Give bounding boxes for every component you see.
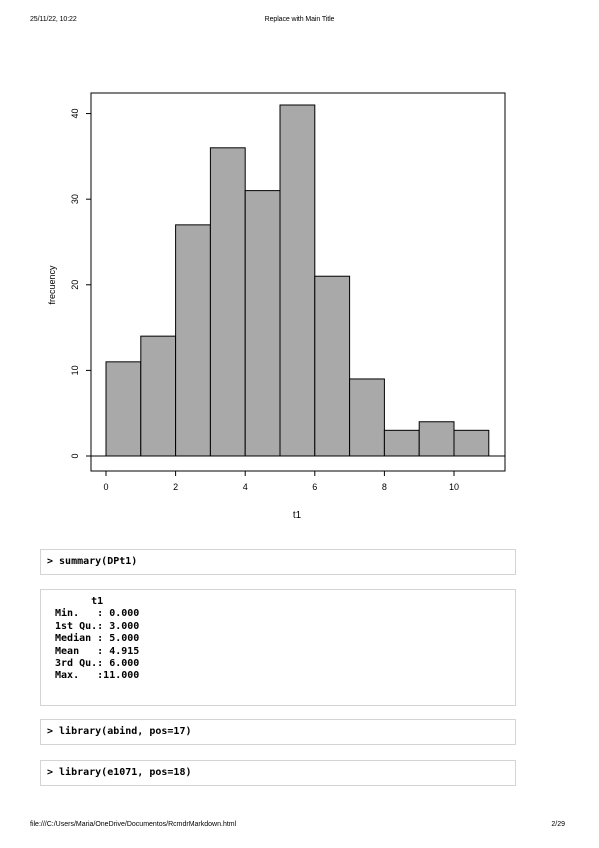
output-line: t1 [49, 596, 104, 607]
code-line: > summary(DPt1) [47, 556, 138, 567]
code-chunk-summary: > summary(DPt1) [40, 549, 516, 575]
histogram-bar [209, 147, 246, 457]
x-axis: 0 2 4 6 8 10 [103, 471, 459, 492]
y-tick-label: 0 [70, 453, 80, 458]
x-tick-label: 8 [382, 482, 387, 492]
file-path: file:///C:/Users/Maria/OneDrive/Document… [30, 821, 237, 828]
code-line: > library(abind, pos=17) [47, 726, 192, 737]
histogram-bar [140, 335, 177, 457]
y-tick-label: 40 [70, 109, 80, 119]
output-line: 3rd Qu.: 6.000 [49, 658, 140, 670]
y-tick-label: 20 [70, 280, 80, 290]
y-tick-label: 30 [70, 194, 80, 204]
print-datetime: 25/11/22, 10:22 [30, 16, 77, 23]
x-tick-label: 2 [173, 482, 178, 492]
histogram-bar [418, 421, 455, 457]
y-tick-label: 10 [70, 365, 80, 375]
x-axis-label: t1 [293, 510, 302, 521]
x-tick-label: 4 [243, 482, 248, 492]
histogram-chart: 0 2 4 6 8 10 0 10 20 30 40 t1 frecuency [47, 92, 506, 521]
x-tick-label: 0 [103, 482, 108, 492]
x-tick-label: 6 [312, 482, 317, 492]
histogram-bar [105, 361, 142, 457]
output-chunk-summary: t1 Min. : 0.000 1st Qu.: 3.000 Median : … [40, 589, 516, 706]
histogram-bar [244, 190, 281, 457]
print-title: Replace with Main Title [264, 16, 335, 23]
output-line: 1st Qu.: 3.000 [49, 620, 140, 632]
output-line: Mean : 4.915 [49, 645, 140, 657]
page-number: 2/29 [551, 821, 565, 828]
output-line: Min. : 0.000 [49, 608, 140, 620]
code-line: > library(e1071, pos=18) [47, 767, 192, 778]
code-chunk-library-e1071: > library(e1071, pos=18) [40, 760, 516, 786]
x-tick-label: 10 [449, 482, 459, 492]
output-line: Max. :11.000 [49, 670, 140, 682]
histogram-bars [105, 104, 490, 457]
plot-box [90, 92, 506, 472]
y-axis-label: frecuency [47, 265, 57, 305]
code-chunk-library-abind: > library(abind, pos=17) [40, 719, 516, 745]
histogram-bar [314, 275, 351, 457]
y-axis: 0 10 20 30 40 [70, 109, 91, 459]
output-line: Median : 5.000 [49, 633, 140, 645]
histogram-bar [279, 104, 316, 457]
histogram-bar [453, 429, 490, 457]
histogram-bar [349, 378, 385, 457]
histogram-bar [383, 429, 420, 457]
histogram-bar [175, 224, 211, 457]
